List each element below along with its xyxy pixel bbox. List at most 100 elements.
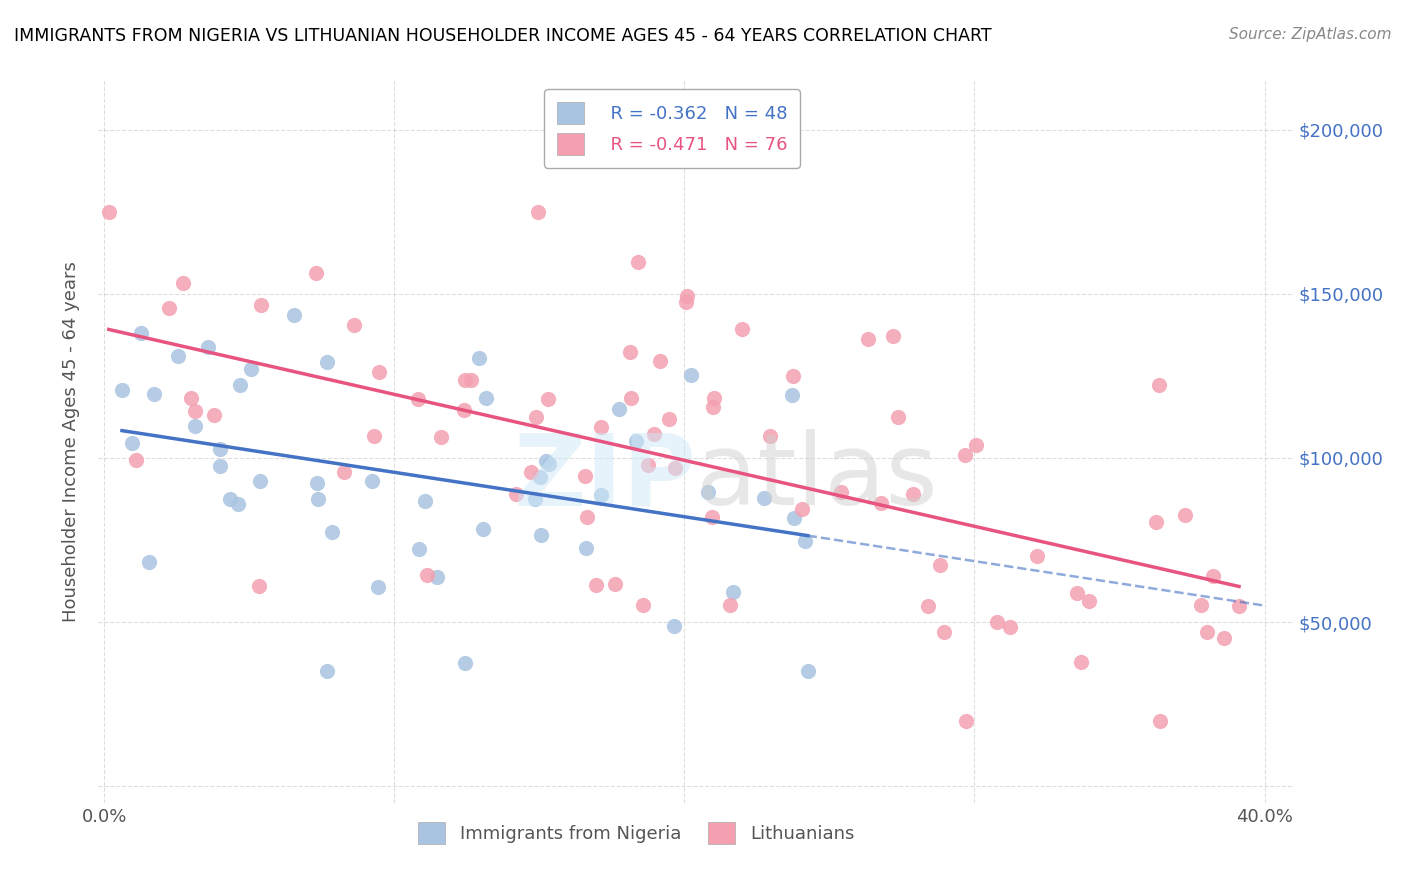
Point (475, 391, 498, 405)
Point (125, 452, 148, 467)
Point (917, 599, 939, 614)
Point (315, 355, 337, 369)
Point (505, 487, 527, 501)
Point (283, 308, 305, 322)
Point (172, 276, 194, 290)
Point (637, 458, 659, 472)
Point (575, 541, 598, 556)
Point (603, 576, 626, 591)
Point (471, 522, 494, 536)
Point (454, 656, 477, 670)
Point (425, 570, 447, 584)
Point (208, 458, 231, 473)
Point (901, 486, 924, 500)
Point (783, 511, 806, 525)
Point (219, 492, 242, 507)
Point (870, 496, 893, 510)
Point (1149, 714, 1171, 728)
Point (703, 391, 725, 405)
Point (1202, 568, 1225, 582)
Point (157, 301, 180, 315)
Point (998, 620, 1021, 634)
Point (585, 577, 607, 591)
Point (1149, 377, 1171, 392)
Point (631, 599, 654, 613)
Point (676, 289, 699, 303)
Point (460, 372, 482, 386)
Point (228, 497, 250, 511)
Point (180, 392, 202, 406)
Point (619, 345, 641, 359)
Point (184, 403, 207, 417)
Point (97, 204, 120, 219)
Point (529, 470, 551, 484)
Point (928, 558, 950, 572)
Point (166, 349, 188, 363)
Point (143, 386, 166, 401)
Legend: Immigrants from Nigeria, Lithuanians: Immigrants from Nigeria, Lithuanians (411, 815, 862, 852)
Point (1174, 508, 1197, 522)
Point (1078, 594, 1101, 608)
Point (538, 457, 561, 471)
Point (208, 442, 231, 456)
Point (527, 204, 550, 219)
Point (576, 510, 599, 524)
Point (524, 409, 547, 424)
Point (624, 434, 647, 449)
Point (697, 484, 720, 499)
Point (1195, 625, 1218, 640)
Point (333, 466, 356, 480)
Point (1227, 599, 1250, 613)
Point (589, 419, 612, 434)
Point (718, 598, 741, 612)
Text: IMMIGRANTS FROM NIGERIA VS LITHUANIAN HOUSEHOLDER INCOME AGES 45 - 64 YEARS CORR: IMMIGRANTS FROM NIGERIA VS LITHUANIAN HO… (14, 27, 991, 45)
Point (524, 491, 547, 506)
Point (782, 388, 804, 402)
Point (250, 298, 273, 312)
Point (702, 401, 724, 415)
Point (343, 318, 366, 333)
Point (360, 474, 382, 488)
Point (793, 534, 815, 549)
Text: ZIP: ZIP (513, 429, 696, 526)
Text: Source: ZipAtlas.com: Source: ZipAtlas.com (1229, 27, 1392, 42)
Point (1070, 655, 1092, 669)
Point (882, 328, 904, 343)
Point (537, 392, 560, 407)
Point (240, 362, 263, 376)
Point (1189, 599, 1212, 613)
Y-axis label: Householder Income Ages 45 - 64 years: Householder Income Ages 45 - 64 years (62, 261, 80, 622)
Point (202, 408, 225, 422)
Point (607, 402, 630, 417)
Point (1144, 515, 1167, 529)
Point (934, 625, 956, 640)
Point (721, 585, 744, 599)
Point (1066, 586, 1088, 600)
Point (1213, 632, 1236, 646)
Point (830, 484, 852, 499)
Text: atlas: atlas (696, 429, 938, 526)
Point (1026, 549, 1049, 564)
Point (965, 437, 987, 451)
Point (574, 469, 596, 483)
Point (129, 326, 152, 340)
Point (305, 266, 328, 280)
Point (856, 332, 879, 346)
Point (664, 618, 686, 632)
Point (197, 340, 219, 354)
Point (429, 430, 451, 444)
Point (111, 383, 134, 397)
Point (643, 426, 665, 441)
Point (534, 453, 557, 467)
Point (368, 365, 391, 379)
Point (886, 410, 908, 425)
Point (184, 418, 207, 433)
Point (415, 568, 437, 582)
Point (467, 351, 489, 365)
Point (249, 474, 271, 488)
Point (752, 491, 775, 506)
Point (782, 369, 804, 384)
Point (413, 493, 436, 508)
Point (796, 665, 818, 679)
Point (519, 465, 541, 479)
